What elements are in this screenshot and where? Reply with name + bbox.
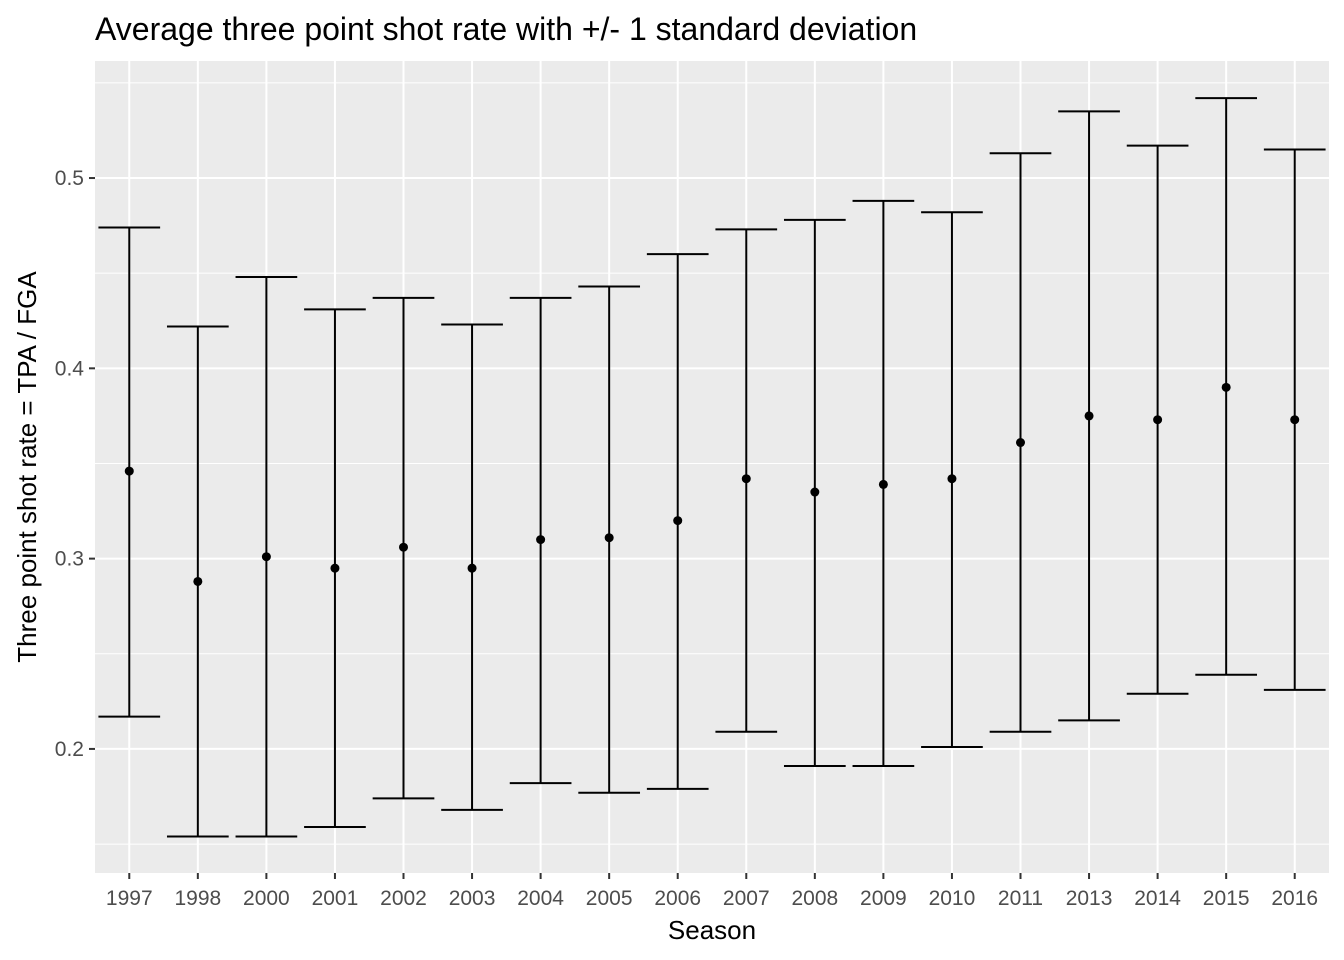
x-tick-label: 2009 — [860, 887, 907, 910]
mean-point-2016 — [1290, 415, 1300, 425]
y-tick-label: 0.4 — [55, 357, 85, 380]
mean-point-2002 — [399, 542, 408, 552]
mean-point-1998 — [193, 576, 203, 586]
x-axis: 1997 1998 2000 2001 2002 2003 2004 2005 2006 2007… — [106, 873, 1318, 910]
x-tick-label: 2002 — [380, 887, 427, 910]
x-tick-label: 2008 — [791, 887, 838, 910]
x-tick-label: 2016 — [1271, 887, 1318, 910]
x-tick-label: 1998 — [174, 887, 221, 910]
x-tick-label: 2006 — [654, 887, 701, 910]
mean-point-2006 — [673, 516, 683, 526]
mean-point-2001 — [330, 563, 340, 573]
mean-point-2000 — [261, 552, 271, 562]
x-axis-title: Season — [668, 915, 756, 945]
y-axis: 0.2 0.3 0.4 0.5 — [55, 167, 95, 761]
mean-point-2008 — [810, 487, 820, 497]
x-tick-label: 2001 — [312, 887, 359, 910]
mean-point-2013 — [1084, 411, 1094, 421]
mean-point-2009 — [878, 479, 888, 489]
mean-point-1997 — [124, 466, 134, 476]
y-tick-label: 0.3 — [55, 548, 84, 571]
x-tick-label: 2011 — [998, 887, 1043, 910]
mean-point-2014 — [1153, 415, 1163, 425]
y-axis-title: Three point shot rate = TPA / FGA — [12, 271, 42, 663]
x-tick-label: 1997 — [106, 887, 153, 910]
x-tick-label: 2010 — [929, 887, 976, 910]
x-tick-label: 2007 — [723, 887, 770, 910]
mean-point-2010 — [947, 474, 957, 484]
mean-point-2015 — [1221, 382, 1231, 392]
y-tick-label: 0.5 — [55, 167, 84, 190]
x-tick-label: 2013 — [1066, 887, 1113, 910]
chart-title: Average three point shot rate with +/- 1… — [95, 11, 917, 47]
x-tick-label: 2014 — [1134, 887, 1181, 910]
x-tick-label: 2003 — [449, 887, 496, 910]
grid-minor — [95, 82, 1329, 845]
mean-point-2003 — [467, 563, 477, 573]
mean-points — [124, 382, 1300, 586]
mean-point-2005 — [604, 533, 614, 543]
mean-point-2004 — [536, 535, 546, 545]
mean-point-2011 — [1016, 438, 1025, 448]
plot-panel — [95, 61, 1329, 873]
x-tick-label: 2015 — [1203, 887, 1250, 910]
mean-point-2007 — [741, 474, 751, 484]
y-tick-label: 0.2 — [55, 738, 84, 761]
x-tick-label: 2005 — [586, 887, 633, 910]
x-tick-label: 2004 — [517, 887, 564, 910]
x-tick-label: 2000 — [243, 887, 290, 910]
